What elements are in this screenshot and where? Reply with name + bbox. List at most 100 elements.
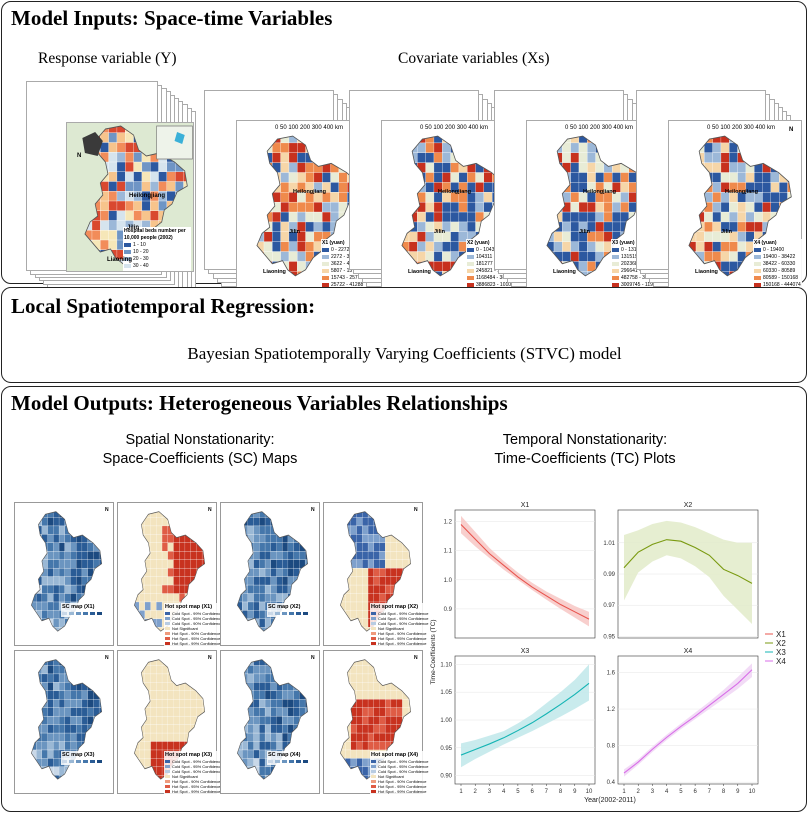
y-tick-label: 0.9: [444, 607, 453, 613]
hot-spot-map: N Hot spot map (X2) Cold Spot - 99% Confid…: [323, 502, 430, 647]
place-label: Heilongjiang: [725, 189, 758, 195]
map-legend: Hot spot map (X2) Cold Spot - 99% Confide…: [370, 603, 430, 647]
legend-item: 0 - 131519: [612, 247, 667, 254]
x-tick-label: 9: [573, 789, 577, 795]
place-label: Heilongjiang: [583, 189, 616, 195]
tc-line: [623, 669, 753, 774]
legend-swatch: [303, 612, 308, 616]
y-tick-label: 1.0: [444, 578, 453, 584]
legend-item: 10 - 20: [124, 249, 190, 256]
covariate-legend-title: X1 (yuan): [322, 240, 345, 246]
legend-item: Cold Spot - 90% Confidence: [371, 621, 428, 626]
legend-item: 3622 - 4687: [322, 261, 363, 268]
legend-item: Hot Spot - 90% Confidence: [165, 779, 222, 784]
temporal-label-1: Temporal Nonstationarity:: [502, 432, 668, 448]
legend-swatch: [296, 612, 301, 616]
legend-swatch: [275, 760, 280, 764]
legend-item: Hot Spot - 90% Confidence: [165, 631, 222, 636]
y-tick-label: 1.05: [440, 690, 452, 696]
confidence-band: [624, 663, 752, 777]
y-tick-label: 0.4: [607, 780, 616, 786]
legend-swatch: [62, 612, 67, 616]
x-tick-label: 9: [736, 789, 740, 795]
north-arrow-icon: N: [77, 153, 82, 159]
regression-model: Bayesian Spatiotemporally Varying Coeffi…: [187, 344, 622, 363]
x-tick-label: 8: [559, 789, 563, 795]
place-label: Jilin: [579, 229, 591, 235]
legend-item: Cold Spot - 90% Confidence: [371, 769, 428, 774]
legend-item: 38422 - 60330: [754, 261, 801, 268]
north-arrow-icon: N: [414, 507, 418, 513]
legend-item: 0 - 2272: [322, 247, 363, 254]
scale-bar: 0 50 100 200 300 400 km: [565, 125, 634, 131]
map-legend-title: SC map (X2): [268, 604, 301, 610]
legend-swatch: [289, 612, 294, 616]
legend-swatch: [90, 612, 95, 616]
x-tick-label: 4: [665, 789, 669, 795]
legend-item: Cold Spot - 99% Confidence: [371, 759, 428, 764]
map-legend-title: SC map (X4): [268, 752, 301, 758]
place-label: Heilongjiang: [129, 193, 165, 199]
y-tick-label: 0.95: [440, 746, 452, 752]
legend-item: Cold Spot - 95% Confidence: [165, 764, 222, 769]
sc-map-graphic: [30, 659, 103, 780]
x-axis-label: Year(2002-2011): [584, 797, 636, 804]
y-tick-label: 1.2: [607, 707, 616, 713]
legend-item: 19400 - 38422: [754, 254, 801, 261]
legend-item: 80589 - 150168: [754, 275, 801, 282]
legend-swatch: [275, 612, 280, 616]
y-tick-label: 1.10: [440, 662, 452, 668]
covariate-legend: X4 (yuan) 0 - 19400 19400 - 38422 38422 - 6…: [753, 239, 802, 290]
sc-map-graphic: [30, 511, 103, 632]
map-legend-title: SC map (X3): [62, 752, 95, 758]
legend-item: Not Significant: [165, 774, 222, 779]
legend-item: Hot Spot - 90% Confidence: [371, 631, 428, 636]
sc-map-graphic: [236, 511, 309, 632]
north-arrow-icon: N: [208, 507, 212, 513]
map-legend: Hot spot map (X3) Cold Spot - 99% Confide…: [164, 751, 224, 795]
north-arrow-icon: N: [789, 127, 794, 133]
confidence-band: [461, 515, 589, 627]
covariate-label: Covariate variables (Xs): [398, 50, 550, 67]
legend-swatch: [303, 760, 308, 764]
legend-item: Hot Spot - 99% Confidence: [371, 641, 428, 646]
legend-item: Cold Spot - 95% Confidence: [371, 616, 428, 621]
tc-line: [460, 524, 590, 620]
x-tick-label: 3: [488, 789, 492, 795]
legend-item: Hot Spot - 99% Confidence: [371, 789, 428, 794]
legend-item: Hot Spot - 99% Confidence: [165, 641, 222, 646]
y-tick-label: 1.2: [444, 520, 453, 526]
legend-item: Cold Spot - 90% Confidence: [165, 769, 222, 774]
legend-item: Cold Spot - 99% Confidence: [371, 611, 428, 616]
spatial-label-1: Spatial Nonstationarity:: [125, 432, 275, 448]
x-tick-label: 5: [679, 789, 683, 795]
legend-item: 60330 - 80589: [754, 268, 801, 275]
scale-bar: 0 50 100 200 300 400 km: [707, 125, 776, 131]
map-legend-title: Hot spot map (X2): [371, 604, 419, 610]
y-tick-label: 1.00: [440, 718, 452, 724]
x-tick-label: 7: [708, 789, 712, 795]
map-legend: Hot spot map (X4) Cold Spot - 99% Confide…: [370, 751, 430, 795]
north-arrow-icon: N: [414, 655, 418, 661]
tc-plots: X1 0.9 1.0 1.1 1.2 X2 0.95 0.97 0.99 1.01 X3 0.90 0.…: [430, 502, 786, 804]
legend-item: Cold Spot - 99% Confidence: [165, 611, 222, 616]
y-tick-label: 0.8: [607, 744, 616, 750]
map-legend: SC map (X3): [61, 751, 105, 765]
legend-swatch: [268, 760, 273, 764]
place-label: Liaoning: [263, 269, 286, 275]
legend-item: Not Significant: [371, 626, 428, 631]
tc-panel-X3: X3 0.90 0.95 1.00 1.05 1.10 1 2 3 4 5 6 7 8 9 10: [440, 648, 596, 795]
panel-title: X4: [684, 648, 693, 655]
confidence-band: [624, 520, 752, 624]
legend-item: Not Significant: [371, 774, 428, 779]
y-tick-label: 1.6: [607, 670, 616, 676]
tc-panel-X4: X4 0.4 0.8 1.2 1.6 1 2 3 4 5 6 7 8 9 10: [607, 648, 759, 795]
scale-bar: 0 50 100 200 300 400 km: [420, 125, 489, 131]
legend-item: 20 - 30: [124, 256, 190, 263]
legend-swatch: [69, 760, 74, 764]
legend-label: X3: [776, 648, 786, 657]
legend-label: X2: [776, 639, 786, 648]
x-tick-label: 10: [586, 789, 593, 795]
legend-swatch: [282, 612, 287, 616]
x-tick-label: 1: [459, 789, 463, 795]
